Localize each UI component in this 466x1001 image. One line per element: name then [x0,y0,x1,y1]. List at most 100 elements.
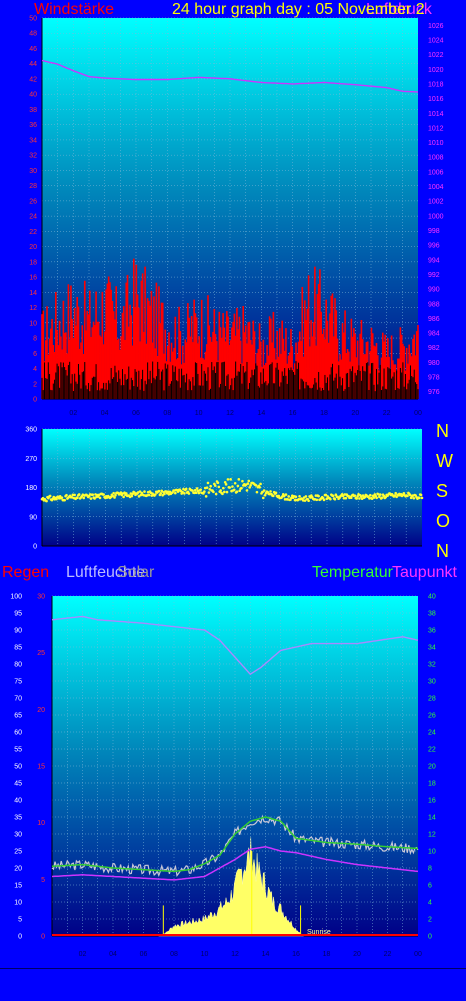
direction-point [181,490,184,494]
y-left-tick-label: 26 [29,198,37,205]
direction-point [254,484,258,487]
direction-point [393,494,397,497]
direction-point [333,497,337,501]
direction-letter: N [436,421,449,441]
temperature-tick-label: 10 [428,849,436,856]
direction-point [122,495,125,499]
direction-point [303,499,307,502]
temperature-tick-label: 40 [428,594,436,601]
y-right-tick-label: 982 [428,345,440,352]
pressure-line [41,59,419,93]
y-right-tick-label: 1000 [428,213,444,220]
y-right-tick-label: 988 [428,301,440,308]
y-right-tick-label: 980 [428,360,440,367]
direction-point [284,493,288,496]
temperature-line [51,816,418,873]
direction-point [263,493,267,497]
pressure-label: Luftdruck [366,1,432,18]
direction-point [213,484,217,487]
wind-pressure-chart: 0246810121416182022242628303234363840424… [29,16,444,418]
y-left-tick-label: 22 [29,229,37,236]
y-tick-label: 0 [33,544,37,551]
temperature-tick-label: 38 [428,611,436,618]
temperature-tick-label: 8 [428,866,432,873]
y-left-tick-label: 42 [29,76,37,83]
direction-point [269,490,272,493]
direction-point [212,490,215,494]
direction-point [184,487,188,491]
direction-point [214,492,218,496]
y-tick-label: 180 [25,485,37,492]
y-left-tick-label: 24 [29,214,37,221]
humidity-tick-label: 15 [14,883,22,890]
y-left-tick-label: 6 [33,351,37,358]
direction-point [238,489,242,493]
direction-point [228,486,232,489]
direction-point [55,497,58,501]
y-right-tick-label: 996 [428,243,440,250]
direction-point [223,480,227,484]
humidity-tick-label: 25 [14,849,22,856]
y-right-tick-label: 1010 [428,140,444,147]
wind-direction-chart: 0 90 180 270 360 [25,427,424,551]
y-right-tick-label: 984 [428,331,440,338]
y-right-tick-label: 978 [428,375,440,382]
temperature-tick-label: 18 [428,781,436,788]
y-right-tick-label: 998 [428,228,440,235]
graph-title: 24 hour graph day : 05 November 2 [172,1,425,18]
x-tick-label: 20 [353,951,361,958]
direction-point [157,489,161,493]
direction-point [77,493,81,496]
direction-letter: N [436,541,449,561]
humidity-tick-label: 65 [14,713,22,720]
direction-point [166,490,170,494]
y-left-tick-label: 14 [29,290,37,297]
direction-point [193,488,197,492]
direction-point [358,497,361,500]
direction-point [334,493,338,496]
x-tick-label: 14 [257,410,265,417]
direction-point [395,495,398,499]
y-left-tick-label: 16 [29,275,37,282]
humidity-tick-label: 0 [18,934,22,941]
direction-point [314,494,318,497]
direction-point [147,493,151,497]
y-right-tick-label: 994 [428,257,440,264]
x-tick-label: 04 [101,410,109,417]
direction-point [226,478,230,481]
direction-point [287,495,290,498]
direction-point [57,497,61,500]
y-left-tick-label: 50 [29,16,37,23]
y-tick-label: 90 [29,514,37,521]
dewpoint-line [51,846,419,881]
y-left-tick-label: 40 [29,92,37,99]
footer-bar [0,968,466,1001]
wind-base-series [41,361,419,399]
direction-point [114,493,117,497]
y-right-tick-label: 1022 [428,52,444,59]
direction-point [241,479,244,483]
direction-point [236,484,240,488]
humidity-tick-label: 30 [14,832,22,839]
x-tick-label: 18 [323,951,331,958]
x-tick-label: 16 [292,951,300,958]
direction-point [73,493,76,497]
direction-point [224,483,228,486]
x-tick-label: 04 [109,951,117,958]
temperature-tick-label: 28 [428,696,436,703]
direction-point [229,478,232,481]
temperature-tick-label: 14 [428,815,436,822]
direction-series [40,478,424,503]
direction-point [222,490,226,494]
direction-point [199,488,203,491]
direction-point [160,489,164,493]
direction-point [143,490,146,493]
direction-point [361,494,365,497]
x-tick-label: 10 [195,410,203,417]
direction-point [380,496,384,499]
direction-point [130,494,134,498]
y-right-tick-label: 1024 [428,37,444,44]
y-right-tick-label: 1018 [428,81,444,88]
direction-point [112,491,115,495]
